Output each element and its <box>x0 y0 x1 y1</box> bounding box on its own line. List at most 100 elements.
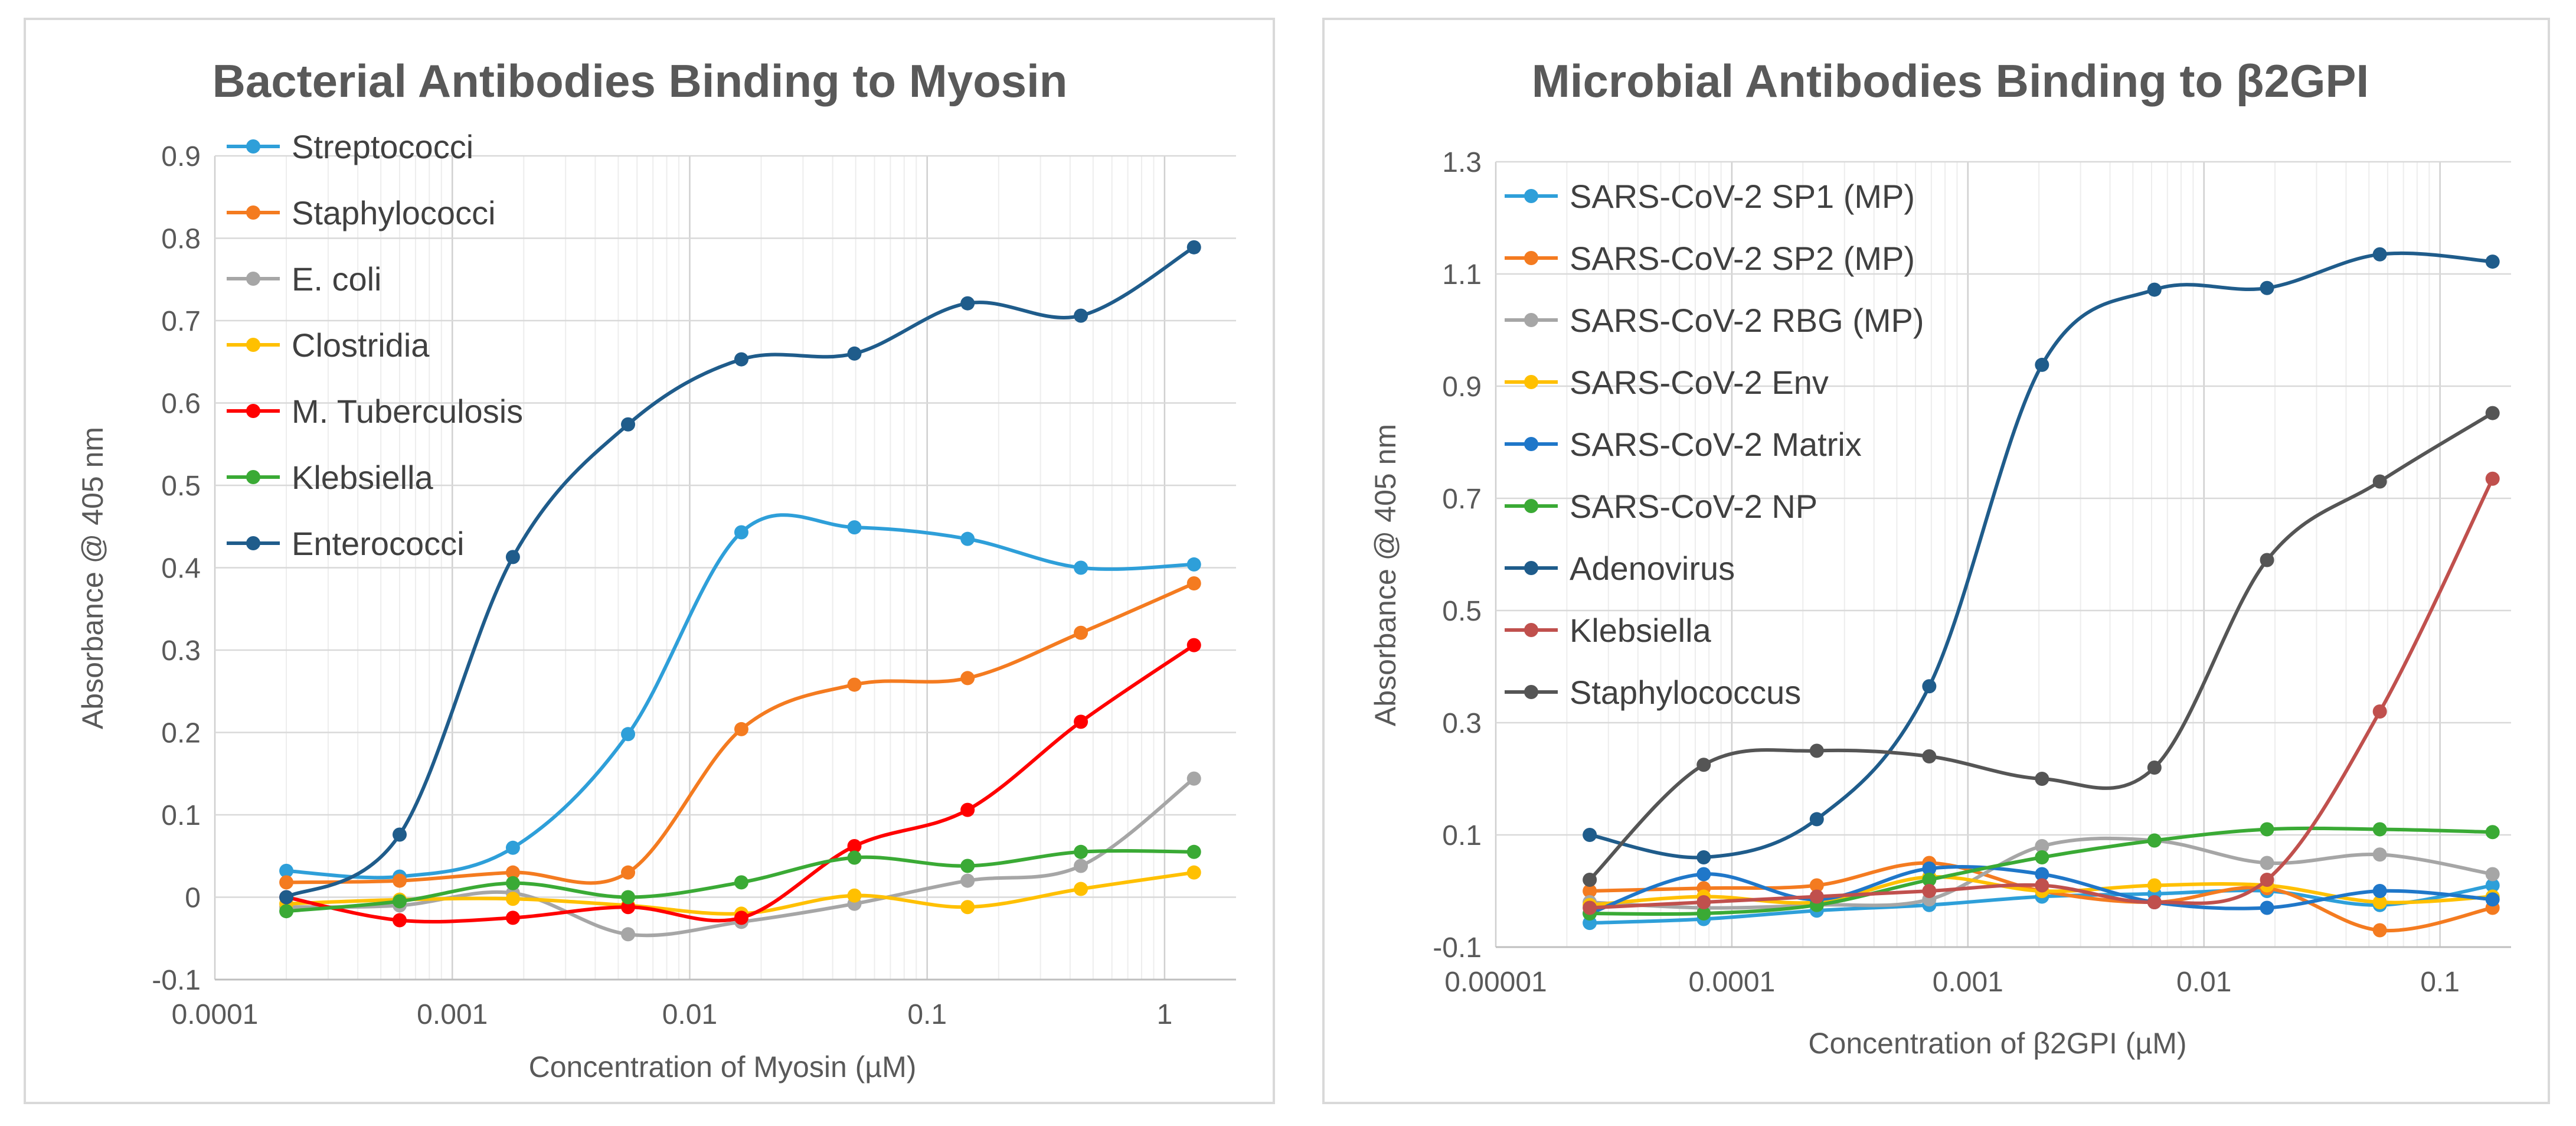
legend-entry-streptococci: Streptococci <box>227 128 473 165</box>
data-point <box>1074 308 1088 323</box>
y-tick-label: 0.4 <box>161 553 201 585</box>
data-point <box>1186 771 1201 786</box>
data-point <box>1583 884 1597 898</box>
y-axis-label: Absorbance @ 405 nm <box>1369 424 1402 726</box>
data-point <box>734 875 748 890</box>
data-point <box>1809 878 1824 893</box>
legend-entry-clostridia: Clostridia <box>227 327 430 364</box>
y-tick-labels: -0.1 0.1 0.3 0.5 0.7 0.9 1.1 1.3 <box>1433 147 1482 964</box>
legend-swatch-marker <box>246 272 260 286</box>
data-point <box>960 296 975 311</box>
data-point <box>2147 761 2162 775</box>
legend-entry-enterococci: Enterococci <box>227 525 465 562</box>
data-point <box>505 892 520 906</box>
data-point <box>1922 861 1937 876</box>
chart-title: Microbial Antibodies Binding to β2GPI <box>1532 55 2369 107</box>
y-tick-label: 0.2 <box>161 718 201 749</box>
series-line-adenovirus <box>1589 251 2493 860</box>
legend-label: Staphylococci <box>292 194 496 231</box>
y-tick-label: 0.5 <box>1442 596 1482 627</box>
data-point <box>1074 714 1088 729</box>
data-point <box>392 894 407 909</box>
series-enterococci <box>279 240 1201 905</box>
data-point <box>2147 895 2162 909</box>
data-point <box>847 839 862 854</box>
data-point <box>960 873 975 888</box>
data-point <box>2260 280 2274 295</box>
data-point <box>621 865 636 880</box>
data-point <box>960 900 975 915</box>
data-point <box>2485 878 2500 893</box>
y-tick-label: 0.7 <box>1442 484 1482 515</box>
legend-swatch-marker <box>246 470 260 484</box>
series-layer <box>279 240 1201 942</box>
data-point <box>1186 557 1201 572</box>
data-point <box>1074 844 1088 859</box>
data-point <box>1186 844 1201 859</box>
legend-swatch-marker <box>1524 313 1538 327</box>
data-point <box>392 827 407 842</box>
series-klebsiella <box>1583 471 2500 915</box>
y-tick-label: 0.1 <box>1442 820 1482 851</box>
data-point <box>960 531 975 546</box>
data-point <box>2372 822 2387 837</box>
data-point <box>2260 553 2274 567</box>
data-point <box>2372 247 2387 262</box>
data-point <box>2035 867 2049 882</box>
data-point <box>2147 878 2162 893</box>
x-tick-label: 0.0001 <box>1688 967 1775 998</box>
legend-entry-sars-cov-2-np: SARS-CoV-2 NP <box>1505 488 1817 525</box>
x-tick-label: 1 <box>1157 999 1173 1030</box>
legend-label: SARS-CoV-2 Env <box>1570 364 1829 401</box>
x-axis-label: Concentration of β2GPI (µM) <box>1808 1027 2186 1060</box>
chart-myosin: Bacterial Antibodies Binding to Myosin -… <box>76 55 1236 1083</box>
legend-entry-sars-cov-2-sp2-mp: SARS-CoV-2 SP2 (MP) <box>1505 240 1915 277</box>
series-layer <box>1583 247 2500 938</box>
legend-entry-sars-cov-2-env: SARS-CoV-2 Env <box>1505 364 1829 401</box>
data-point <box>2035 839 2049 853</box>
x-tick-label: 0.1 <box>2420 967 2460 998</box>
legend-entry-e-coli: E. coli <box>227 260 382 298</box>
data-point <box>621 890 636 905</box>
data-point <box>1186 638 1201 652</box>
series-m-tuberculosis <box>279 638 1201 928</box>
data-point <box>1074 560 1088 575</box>
legend-swatch-marker <box>1524 437 1538 451</box>
legend-label: SARS-CoV-2 SP2 (MP) <box>1570 240 1915 277</box>
y-tick-label: 0.8 <box>161 224 201 255</box>
y-tick-label: 0.5 <box>161 471 201 502</box>
data-point <box>1186 865 1201 880</box>
data-point <box>505 876 520 890</box>
y-tick-label: 0.3 <box>161 635 201 667</box>
data-point <box>621 927 636 942</box>
legend-entry-adenovirus: Adenovirus <box>1505 550 1735 587</box>
data-point <box>1922 679 1937 694</box>
legend: Streptococci Staphylococci E. coli Clostrid… <box>227 128 523 562</box>
chart-title: Bacterial Antibodies Binding to Myosin <box>213 55 1068 107</box>
chart-panel-myosin: Bacterial Antibodies Binding to Myosin -… <box>24 18 1275 1104</box>
data-point <box>2035 772 2049 786</box>
x-tick-label: 0.00001 <box>1444 967 1547 998</box>
legend-label: Clostridia <box>292 327 430 364</box>
data-point <box>505 550 520 564</box>
data-point <box>1074 625 1088 640</box>
legend-entry-staphylococcus: Staphylococcus <box>1505 674 1801 711</box>
data-point <box>2260 856 2274 870</box>
data-point <box>2485 825 2500 840</box>
legend-swatch-marker <box>246 536 260 550</box>
legend-swatch-marker <box>1524 685 1538 699</box>
data-point <box>960 671 975 686</box>
x-tick-label: 0.0001 <box>172 999 259 1030</box>
y-axis-label: Absorbance @ 405 nm <box>76 427 109 729</box>
data-point <box>2485 867 2500 882</box>
legend-label: Enterococci <box>292 525 465 562</box>
data-point <box>2372 895 2387 909</box>
legend-entry-klebsiella: Klebsiella <box>1505 612 1712 649</box>
data-point <box>1583 828 1597 842</box>
data-point <box>847 677 862 692</box>
data-point <box>392 913 407 928</box>
data-point <box>621 727 636 742</box>
legend-swatch-marker <box>1524 375 1538 389</box>
legend-swatch-marker <box>246 139 260 154</box>
series-line-streptococci <box>286 513 1194 880</box>
